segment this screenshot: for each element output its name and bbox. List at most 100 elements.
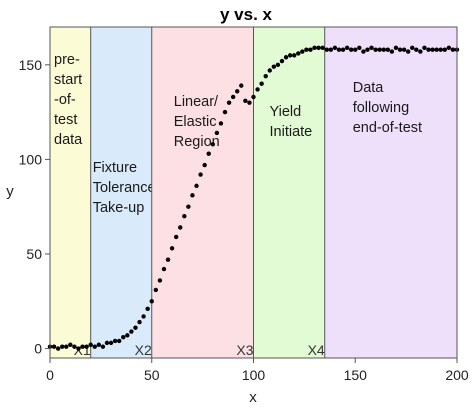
data-point	[426, 47, 431, 52]
data-point	[214, 130, 220, 136]
data-point	[283, 55, 289, 60]
data-point	[279, 58, 285, 64]
region-label-line: Yield	[270, 104, 302, 120]
region-label-line: following	[353, 100, 409, 116]
data-point	[263, 73, 268, 79]
data-point	[92, 344, 97, 349]
data-point	[202, 162, 207, 168]
data-point	[353, 47, 358, 52]
y-axis: 0 50 100 150	[19, 57, 50, 357]
data-point	[365, 47, 370, 52]
data-point	[72, 344, 77, 349]
data-point	[125, 333, 130, 338]
data-point	[100, 344, 106, 349]
data-point	[173, 234, 179, 240]
data-point	[194, 183, 199, 189]
data-point	[385, 47, 391, 52]
data-point	[55, 346, 61, 351]
data-point	[165, 257, 171, 262]
marker-label-x3: X3	[236, 342, 253, 358]
region-band-3	[253, 27, 325, 358]
data-point	[320, 45, 325, 51]
data-point	[275, 62, 281, 68]
data-point	[422, 45, 427, 51]
data-point	[397, 47, 403, 52]
data-point	[112, 338, 118, 344]
x-tick-label: 50	[144, 367, 160, 383]
y-tick-label: 150	[19, 57, 43, 73]
data-point	[186, 204, 191, 209]
data-point	[68, 342, 73, 347]
data-point	[401, 47, 407, 52]
region-band-4	[324, 27, 457, 358]
data-point	[218, 121, 224, 126]
data-point	[361, 49, 366, 54]
y-tick-label: 100	[19, 151, 43, 167]
data-point	[129, 329, 134, 334]
data-point	[292, 53, 297, 58]
data-point	[80, 344, 85, 349]
marker-label-x2: X2	[135, 342, 152, 358]
data-point	[414, 47, 419, 52]
data-point	[340, 47, 346, 52]
data-point	[157, 278, 163, 283]
data-point	[344, 45, 350, 51]
regions-layer: pre-start -of-test data Fixture Tolerance Tak…	[50, 27, 457, 358]
y-tick-label: 0	[34, 341, 42, 357]
data-point	[206, 151, 211, 156]
region-label-0: pre-start -of-test data	[54, 52, 83, 148]
data-point	[300, 49, 305, 54]
data-point	[64, 344, 69, 349]
data-point	[108, 340, 114, 346]
data-point	[316, 45, 321, 51]
data-point	[161, 266, 167, 272]
data-point	[430, 47, 435, 52]
data-point	[226, 100, 232, 105]
chart-title: y vs. x	[220, 5, 273, 24]
region-label-line: Initiate	[270, 124, 313, 140]
data-point	[137, 319, 142, 325]
data-point	[133, 325, 138, 330]
data-point	[336, 47, 342, 52]
region-label-3: Yield Initiate	[270, 104, 313, 140]
data-point	[84, 344, 89, 349]
data-point	[153, 287, 159, 293]
region-label-line: pre-	[54, 52, 80, 68]
region-label-line: start	[54, 72, 82, 88]
marker-label-x1: X1	[74, 342, 91, 358]
data-point	[104, 340, 110, 346]
region-band-2	[151, 27, 254, 358]
region-band-1	[90, 27, 152, 358]
data-point	[121, 334, 126, 340]
data-point	[243, 98, 248, 103]
data-point	[381, 47, 386, 52]
x-tick-label: 150	[344, 367, 368, 383]
data-point	[393, 45, 399, 51]
region-label-line: Take-up	[93, 200, 145, 216]
data-point	[287, 53, 293, 58]
region-label-line: end-of-test	[353, 120, 422, 136]
data-point	[255, 87, 260, 92]
data-point	[328, 47, 334, 52]
data-point	[308, 47, 313, 52]
data-point	[51, 344, 57, 349]
data-point	[418, 49, 423, 54]
data-point	[324, 47, 329, 52]
data-point	[312, 45, 317, 51]
region-label-line: -of-	[54, 92, 76, 108]
region-label-4: Data following end-of-test	[353, 80, 422, 136]
region-label-line: data	[54, 132, 83, 148]
data-point	[178, 225, 183, 230]
data-point	[405, 49, 411, 54]
x-tick-label: 100	[242, 367, 266, 383]
region-label-line: Region	[174, 134, 220, 150]
region-band-0	[50, 27, 91, 358]
data-point	[235, 89, 240, 94]
data-point	[149, 299, 154, 304]
data-point	[410, 45, 415, 51]
data-point	[332, 45, 338, 51]
y-axis-label: y	[6, 183, 14, 200]
data-point	[438, 47, 443, 52]
data-point	[450, 47, 456, 52]
data-point	[377, 47, 382, 52]
